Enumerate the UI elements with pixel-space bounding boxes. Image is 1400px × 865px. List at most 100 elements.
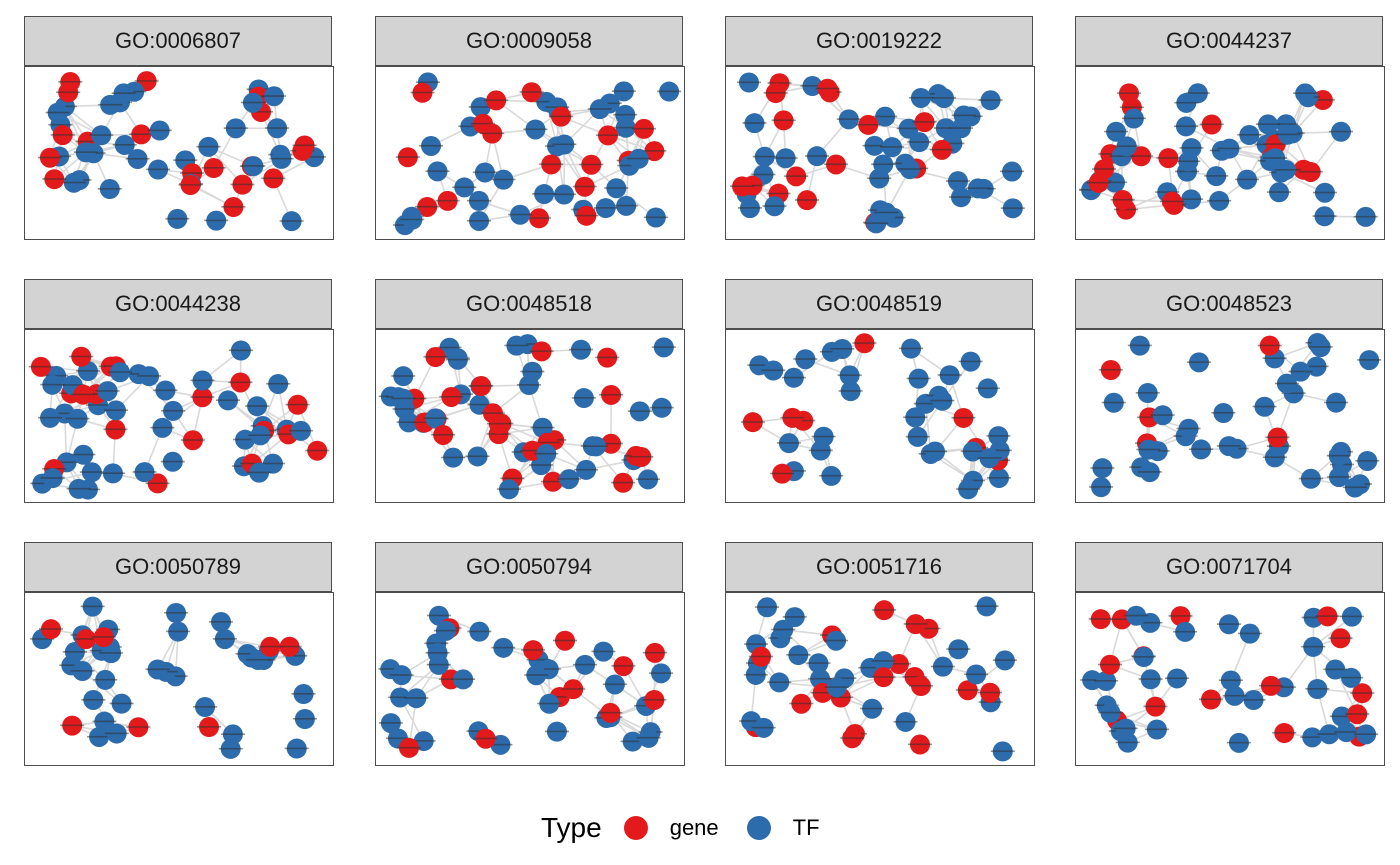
- node-label-mark: [908, 685, 933, 687]
- node-label-mark: [385, 737, 410, 740]
- node-label-mark: [535, 441, 560, 444]
- node-label-mark: [532, 193, 557, 195]
- node-label-mark: [1298, 170, 1323, 173]
- node-label-mark: [1127, 344, 1152, 347]
- node-label-mark: [472, 171, 497, 174]
- node-label-mark: [277, 645, 302, 648]
- node-label-mark: [1156, 157, 1181, 159]
- node-label-mark: [573, 663, 598, 666]
- node-label-mark: [828, 696, 853, 699]
- node-label-mark: [837, 374, 862, 376]
- node-label-mark: [1216, 623, 1241, 625]
- node-label-mark: [126, 373, 151, 375]
- node-label-mark: [568, 348, 593, 351]
- node-label-mark: [572, 185, 597, 188]
- node-label-mark: [1267, 191, 1292, 193]
- legend-title: Type: [541, 812, 602, 843]
- node-label-mark: [899, 347, 924, 350]
- node-label-mark: [1272, 732, 1297, 734]
- node-label-mark: [1258, 684, 1283, 687]
- node-label-mark: [793, 358, 818, 360]
- node-label-mark: [1089, 486, 1114, 488]
- node-label-mark: [107, 371, 132, 373]
- node-label-mark: [1176, 160, 1201, 163]
- node-label-mark: [95, 390, 120, 392]
- node-label-mark: [824, 163, 849, 166]
- node-label-mark: [916, 627, 941, 630]
- node-label-mark: [1143, 705, 1168, 708]
- node-label-mark: [955, 689, 980, 691]
- node-label-mark: [832, 677, 857, 679]
- node-label-mark: [529, 350, 554, 352]
- node-label-mark: [1301, 616, 1326, 619]
- node-label-mark: [469, 385, 494, 387]
- node-label-mark: [412, 421, 437, 424]
- node-label-mark: [819, 474, 844, 477]
- node-label-mark: [87, 735, 112, 738]
- node-label-mark: [595, 134, 620, 136]
- node-label-mark: [1274, 123, 1299, 125]
- node-label-mark: [614, 204, 639, 207]
- node-label-mark: [1129, 155, 1154, 157]
- node-label-mark: [789, 702, 814, 705]
- node-label-mark: [73, 638, 98, 640]
- node-label-mark: [220, 733, 245, 736]
- node-label-mark: [905, 435, 930, 438]
- node-label-mark: [1326, 476, 1351, 478]
- node-label-mark: [1207, 199, 1232, 202]
- node-label-mark: [903, 416, 928, 419]
- node-label-mark: [1101, 401, 1126, 404]
- node-label-mark: [396, 421, 421, 423]
- facet-strip-title: GO:0044237: [1075, 16, 1383, 66]
- network-plot: [375, 592, 685, 766]
- node-label-mark: [196, 145, 221, 148]
- node-label-mark: [150, 426, 175, 429]
- network-svg: [740, 333, 1012, 500]
- nodes: [37, 71, 327, 232]
- node-label-mark: [776, 442, 801, 444]
- node-label-mark: [389, 674, 414, 676]
- node-label-mark: [751, 726, 776, 729]
- node-label-mark: [906, 377, 931, 380]
- node-label-mark: [425, 652, 450, 654]
- node-label-mark: [744, 643, 769, 645]
- node-label-mark: [930, 665, 955, 668]
- node-label-mark: [458, 125, 483, 128]
- node-label-mark: [755, 606, 780, 608]
- node-label-mark: [761, 369, 786, 372]
- node-label-mark: [838, 390, 863, 392]
- node-label-mark: [228, 349, 253, 352]
- node-label-mark: [907, 141, 932, 143]
- node-label-mark: [39, 628, 64, 630]
- node-label-mark: [990, 750, 1015, 753]
- nodes: [30, 596, 317, 759]
- node-label-mark: [1175, 170, 1200, 173]
- nodes: [1089, 332, 1382, 498]
- node-label-mark: [597, 102, 622, 105]
- node-label-mark: [642, 651, 667, 654]
- network-svg: [378, 334, 676, 500]
- node-label-mark: [1300, 736, 1325, 738]
- node-label-mark: [611, 90, 636, 92]
- node-label-mark: [147, 129, 172, 132]
- node-label-mark: [433, 629, 458, 632]
- node-label-mark: [1308, 346, 1333, 348]
- node-label-mark: [173, 159, 198, 161]
- node-label-mark: [411, 740, 436, 742]
- legend-key-tf: [746, 816, 771, 840]
- node-label-mark: [439, 395, 464, 398]
- node-label-mark: [604, 187, 629, 189]
- node-label-mark: [872, 609, 897, 611]
- legend-item-gene: gene: [623, 815, 719, 841]
- node-label-mark: [164, 612, 189, 614]
- node-label-mark: [91, 636, 116, 638]
- node-label-mark: [1115, 741, 1140, 744]
- node-label-mark: [97, 188, 122, 190]
- node-label-mark: [1274, 168, 1299, 171]
- node-label-mark: [627, 410, 652, 412]
- node-label-mark: [1173, 630, 1198, 633]
- node-label-mark: [467, 403, 492, 406]
- node-label-mark: [913, 402, 938, 405]
- node-label-mark: [545, 106, 570, 108]
- node-label-mark: [37, 156, 62, 159]
